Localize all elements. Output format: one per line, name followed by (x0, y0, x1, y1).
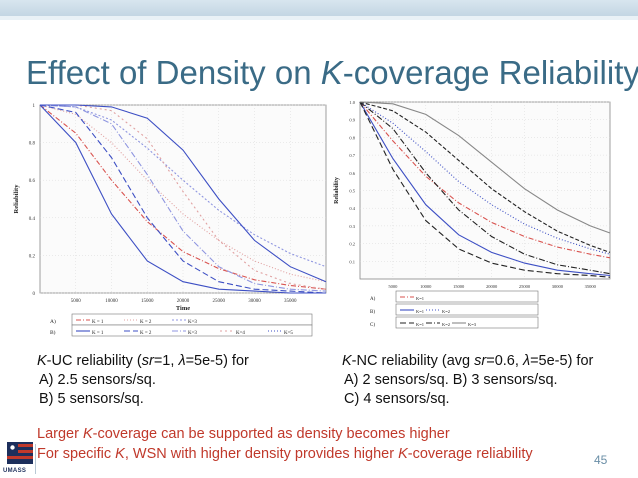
series-line (359, 101, 611, 259)
legend-group-label: B) (50, 329, 56, 336)
right-chart-caption: K-NC reliability (avg sr=0.6, λ=5e-5) fo… (342, 352, 593, 409)
y-tick-label: 1 (33, 104, 36, 109)
x-tick-label: 30000 (552, 284, 564, 289)
y-tick-label: 0.2 (349, 242, 355, 247)
legend-box (71, 324, 313, 337)
y-tick-label: 0.8 (29, 142, 36, 147)
legend-entry: K=1 (416, 309, 424, 314)
series-line (39, 104, 327, 294)
legend-entry: K = 2 (140, 320, 152, 325)
legend-box (395, 316, 539, 329)
x-tick-label: 5000 (388, 284, 398, 289)
y-tick-label: 0.9 (349, 118, 355, 123)
series-line (359, 101, 611, 277)
series-line (39, 104, 327, 268)
legend-entry: K=2 (442, 322, 450, 327)
y-axis-label: Reliability (334, 177, 340, 204)
series-line (39, 104, 327, 292)
plot-frame (359, 101, 611, 280)
legend-entry: K=3 (188, 331, 197, 336)
right-caption-line3: C) 4 sensors/sq. (344, 391, 450, 407)
legend-entry: K = 1 (92, 331, 104, 336)
legend-box (395, 290, 539, 303)
legend-entry: K=1 (416, 296, 424, 301)
legend-entry: K=4 (236, 331, 245, 336)
x-tick-label: 15000 (453, 284, 465, 289)
series-line (39, 104, 326, 294)
page-number: 45 (594, 453, 608, 467)
series-line (39, 104, 327, 283)
left-caption-line1: K-UC reliability (sr=1, λ=5e-5) for (37, 353, 249, 369)
x-tick-label: 20000 (177, 299, 190, 304)
x-tick-label: 5000 (71, 299, 82, 304)
legend-entry: K=3 (468, 322, 477, 327)
x-axis-label: Time (176, 305, 190, 312)
left-caption-line3: B) 5 sensors/sq. (39, 391, 144, 407)
umass-logo (5, 440, 37, 474)
note-line-1: Larger K-coverage can be supported as de… (37, 426, 450, 442)
x-tick-label: 35000 (585, 284, 597, 289)
y-tick-label: 0.4 (349, 206, 355, 211)
legend-group-label: C) (370, 323, 375, 328)
series-line (40, 104, 327, 290)
y-tick-label: 0 (33, 292, 36, 297)
legend-entry: K=2 (442, 309, 450, 314)
y-tick-label: 0.5 (349, 189, 355, 194)
series-line (359, 101, 611, 275)
legend-box (395, 303, 539, 316)
legend-entry: K = 1 (92, 320, 104, 325)
x-tick-label: 10000 (105, 299, 118, 304)
y-tick-label: 0.8 (349, 135, 355, 140)
legend-group-label: A) (50, 318, 56, 325)
legend-entry: K = 2 (140, 331, 152, 336)
y-tick-label: 0.1 (349, 259, 355, 264)
x-tick-label: 20000 (486, 284, 498, 289)
y-tick-label: 0.3 (349, 224, 355, 229)
legend-group-label: B) (370, 310, 375, 315)
x-tick-label: 15000 (141, 299, 154, 304)
legend-entry: K=5 (284, 331, 293, 336)
y-tick-label: 1.0 (349, 100, 355, 105)
left-chart-caption: K-UC reliability (sr=1, λ=5e-5) for A) 2… (37, 352, 249, 409)
series-line (39, 104, 327, 290)
x-tick-label: 10000 (420, 284, 432, 289)
x-tick-label: 30000 (248, 299, 261, 304)
series-line (40, 104, 327, 283)
x-tick-label: 25000 (213, 299, 226, 304)
legend-group-label: A) (370, 297, 376, 302)
legend-entry: K=3 (188, 320, 197, 325)
footer-divider (35, 444, 36, 474)
right-caption-line1: K-NC reliability (avg sr=0.6, λ=5e-5) fo… (342, 353, 594, 369)
y-tick-label: 0.7 (349, 153, 355, 158)
knc-reliability-chart: 0.1 0.2 0.3 0.4 0.5 0.6 0.7 0.8 0.9 1.0 5000 10000 1… (330, 97, 616, 337)
slide-top-bar-shade (0, 16, 638, 20)
y-axis-label: Reliability (13, 184, 20, 214)
series-line (359, 101, 611, 278)
note-line-2: For specific K, WSN with higher density … (37, 446, 533, 462)
slide-top-bar (0, 0, 638, 16)
x-tick-label: 35000 (284, 299, 297, 304)
right-caption-line2: A) 2 sensors/sq. B) 3 sensors/sq. (344, 372, 558, 388)
kuc-reliability-chart: 0 0.2 0.4 0.6 0.8 1 5000 10000 15000 20000 25000 30… (8, 97, 334, 337)
slide-title: Effect of Density on K-coverage Reliabil… (26, 54, 638, 91)
logo-text: UMASS (3, 468, 27, 474)
series-line (359, 101, 611, 255)
legend-entry: K=1 (416, 322, 424, 327)
umass-flag-icon (7, 442, 33, 464)
y-tick-label: 0.4 (29, 217, 36, 222)
series-line (359, 101, 611, 234)
y-tick-label: 0.6 (349, 171, 355, 176)
left-caption-line2: A) 2.5 sensors/sq. (39, 372, 156, 388)
y-tick-label: 0.6 (29, 179, 36, 184)
x-tick-label: 25000 (519, 284, 531, 289)
y-tick-label: 0.2 (29, 254, 36, 259)
